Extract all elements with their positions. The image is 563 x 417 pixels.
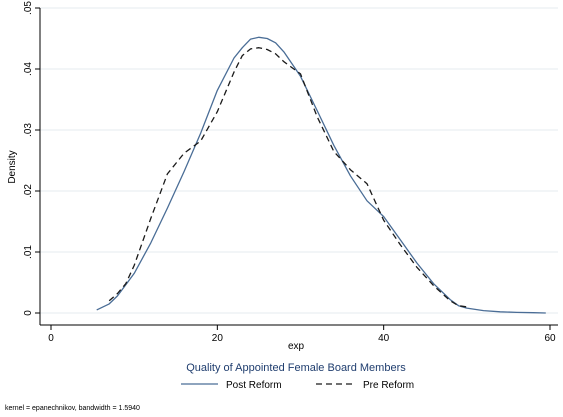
y-tick-label: .03: [23, 123, 34, 137]
y-tick-label: .01: [23, 245, 34, 259]
legend-title: Quality of Appointed Female Board Member…: [186, 362, 406, 374]
series-line-pre-reform: [108, 47, 467, 308]
x-tick-label: 40: [378, 333, 390, 344]
series-lines: [96, 36, 546, 314]
y-axis-ticks: 0 .01 .02 .03 .04 .05: [23, 1, 40, 316]
kernel-note: kernel = epanechnikov, bandwidth = 1.594…: [5, 405, 140, 412]
legend-label-post-reform: Post Reform: [226, 380, 282, 391]
x-tick-label: 20: [212, 333, 224, 344]
series-line-post-reform: [96, 36, 546, 314]
y-tick-label: 0: [23, 310, 34, 316]
y-tick-label: .04: [23, 62, 34, 76]
y-axis-title: Density: [7, 150, 18, 183]
x-tick-label: 60: [544, 333, 556, 344]
legend-label-pre-reform: Pre Reform: [363, 380, 414, 391]
x-tick-label: 0: [48, 333, 54, 344]
grid-lines: [40, 7, 558, 314]
x-axis-title: exp: [288, 341, 305, 352]
y-tick-label: .02: [23, 184, 34, 198]
y-tick-label: .05: [23, 1, 34, 15]
x-axis-ticks: 0 20 40 60: [48, 325, 556, 344]
